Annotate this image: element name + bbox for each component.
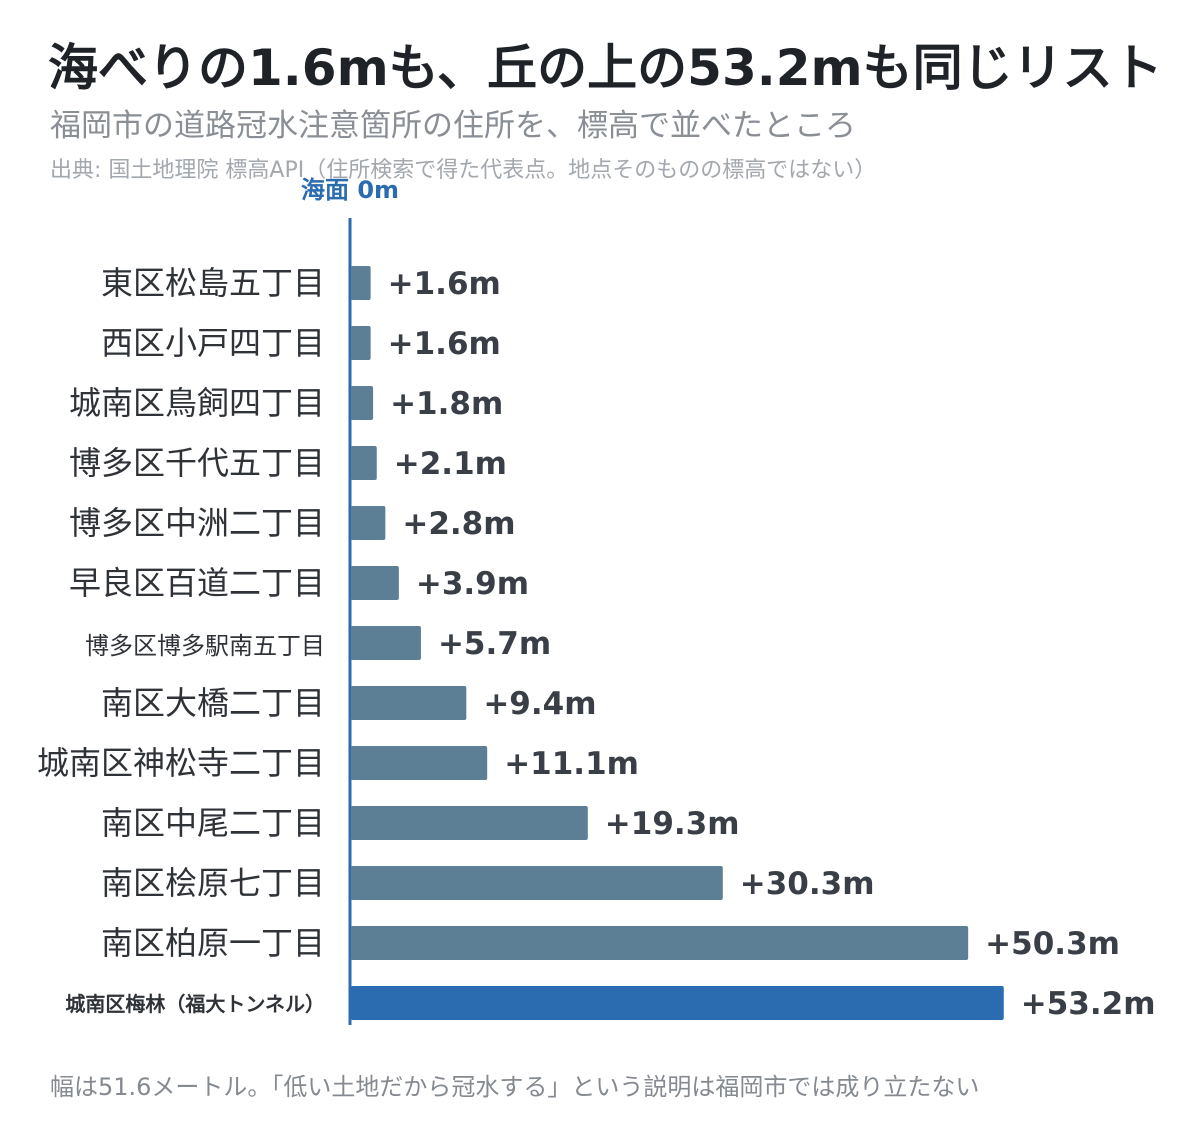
bar: [351, 566, 399, 600]
value-label: +50.3m: [985, 926, 1120, 962]
category-label: 城南区神松寺二丁目: [37, 744, 325, 782]
category-label: 博多区千代五丁目: [69, 444, 325, 482]
value-label: +19.3m: [605, 806, 740, 842]
source-note: 出典: 国土地理院 標高API（住所検索で得た代表点。地点そのものの標高ではない…: [50, 158, 877, 183]
bar: [351, 326, 371, 360]
bar: [351, 746, 488, 780]
value-label: +1.8m: [390, 386, 503, 422]
bar: [351, 866, 723, 900]
value-label: +53.2m: [1021, 986, 1156, 1022]
bar: [351, 806, 588, 840]
value-label: +11.1m: [504, 746, 639, 782]
category-label: 南区大橋二丁目: [101, 684, 325, 722]
category-label: 博多区博多駅南五丁目: [85, 632, 325, 660]
bar: [351, 386, 374, 420]
category-label: 南区桧原七丁目: [101, 864, 325, 902]
value-label: +9.4m: [483, 686, 596, 722]
bar: [351, 686, 467, 720]
category-label: 城南区鳥飼四丁目: [69, 384, 325, 422]
axis-label: 海面 0m: [301, 176, 399, 204]
category-label: 早良区百道二丁目: [69, 564, 325, 602]
value-label: +2.8m: [402, 506, 515, 542]
bar: [351, 266, 371, 300]
category-label: 南区柏原一丁目: [101, 924, 325, 962]
value-label: +30.3m: [740, 866, 875, 902]
footnote: 幅は51.6メートル。「低い土地だから冠水する」という説明は福岡市では成り立たな…: [50, 1073, 980, 1101]
value-label: +5.7m: [438, 626, 551, 662]
category-label: 博多区中洲二丁目: [69, 504, 325, 542]
category-label: 西区小戸四丁目: [101, 324, 325, 362]
bar-highlight: [351, 986, 1004, 1020]
value-label: +1.6m: [388, 326, 501, 362]
value-label: +3.9m: [416, 566, 529, 602]
category-label: 南区中尾二丁目: [101, 804, 325, 842]
bar: [351, 926, 969, 960]
category-label: 東区松島五丁目: [101, 264, 325, 302]
bar: [351, 506, 386, 540]
value-label: +1.6m: [388, 266, 501, 302]
chart-subtitle: 福岡市の道路冠水注意箇所の住所を、標高で並べたところ: [50, 108, 856, 144]
category-label: 城南区梅林（福大トンネル）: [65, 992, 325, 1016]
value-label: +2.1m: [394, 446, 507, 482]
bar: [351, 446, 377, 480]
bar: [351, 626, 421, 660]
chart-title: 海べりの1.6mも、丘の上の53.2mも同じリスト: [48, 39, 1163, 97]
